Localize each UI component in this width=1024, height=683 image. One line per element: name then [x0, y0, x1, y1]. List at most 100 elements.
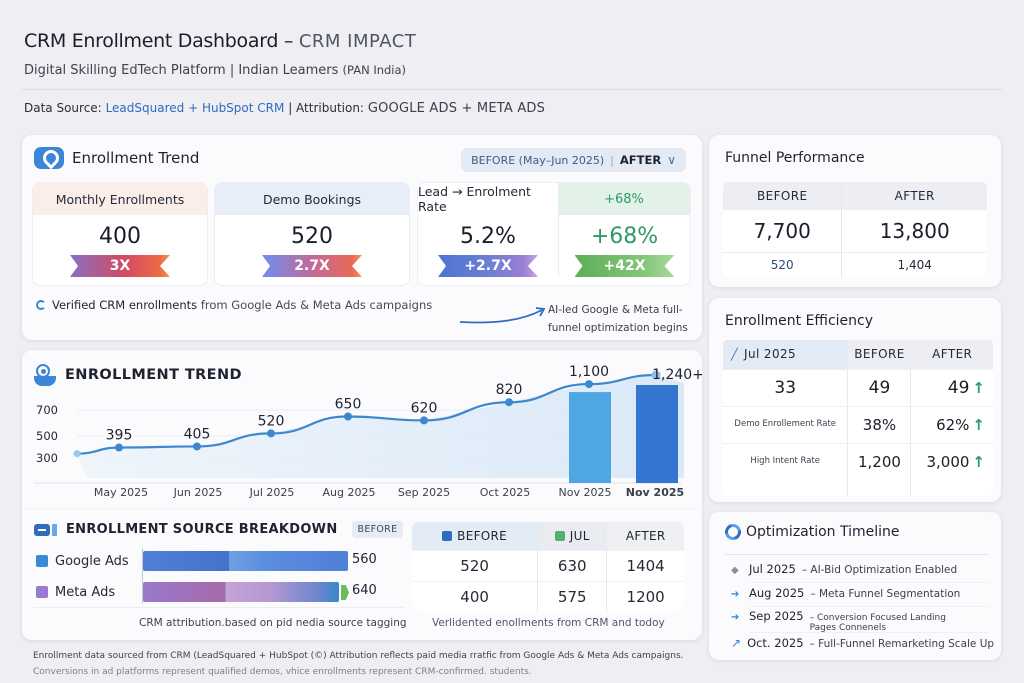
after-cell: 49 ↑ — [910, 368, 993, 406]
timeline-date: Oct. 2025 — [747, 636, 804, 650]
trend-chart-header: ENROLLMENT TREND — [34, 364, 242, 386]
kpi-value: 400 — [99, 224, 141, 249]
footer-notes: Enrollment data sourced from CRM (LeadSq… — [33, 648, 684, 680]
col-header-label: BEFORE — [457, 528, 508, 543]
trend-point — [115, 443, 123, 452]
chevron-down-icon[interactable]: ∨ — [667, 153, 676, 167]
timeline-text: – Meta Funnel Segmentation — [810, 588, 961, 600]
data-label: 820 — [496, 382, 523, 398]
timeline-header: Optimization Timeline — [722, 521, 900, 543]
kpi-value: 520 — [291, 224, 333, 249]
y-tick-label: 500 — [36, 429, 58, 443]
kpi-multiplier-badge: 2.7X — [262, 255, 362, 277]
source-label: Data Source: — [24, 101, 102, 115]
table-row: 520 1,404 — [723, 251, 987, 277]
col-header-month: ╱ Jul 2025 — [723, 340, 848, 369]
funnel-after-leads: 13,800 — [841, 210, 987, 252]
comparison-note: Verlidented enollments from CRM and todo… — [432, 617, 665, 629]
timeline-separator — [749, 582, 989, 583]
enrollment-trend-chart: 300 500 700 395 405 520 650 620 820 1,100 1,240+ Ma… — [34, 364, 702, 499]
arrow-right-icon: ➔ — [731, 612, 740, 623]
source-divider — [34, 607, 404, 608]
trend-chart-title: ENROLLMENT TREND — [65, 367, 242, 383]
data-label: 650 — [335, 397, 362, 413]
table-row: High Intent Rate 1,200 3,000 ↑ — [723, 442, 993, 480]
trend-point — [344, 412, 352, 421]
x-tick-label: Nov 2025 — [559, 486, 612, 499]
after-value: 62% — [936, 415, 970, 434]
trend-area — [77, 375, 684, 478]
col-header-jul[interactable]: JUL — [537, 522, 607, 550]
x-tick-label: Sep 2025 — [398, 486, 450, 499]
page-title-accent: CRM IMPACT — [298, 31, 417, 52]
toggle-before-label[interactable]: BEFORE (May–Jun 2025) — [471, 153, 605, 167]
timeline-item[interactable]: ↗ Oct. 2025 – Full-Funnel Remarketing Sc… — [731, 636, 994, 650]
page-title: CRM Enrollment Dashboard – CRM IMPACT — [24, 30, 416, 52]
funnel-title: Funnel Performance — [725, 150, 865, 166]
trend-bar — [636, 385, 678, 483]
x-tick-label: May 2025 — [94, 486, 148, 499]
col-header-before[interactable]: BEFORE — [412, 522, 538, 550]
bullet-icon: ◆ — [731, 565, 739, 576]
before-value: 1,200 — [847, 442, 911, 480]
subtitle-main: Digital Skilling EdTech Platform | India… — [24, 63, 339, 78]
enrollment-trend-chart-card: ENROLLMENT TREND 300 500 700 395 405 520 650 62… — [22, 350, 702, 510]
row-label: Demo Enrollement Rate — [723, 405, 848, 443]
verified-note-bold: Verified CRM enrollments — [52, 298, 198, 312]
data-source-line: Data Source: LeadSquared + HubSpot CRM |… — [24, 101, 545, 116]
funnel-header-before: BEFORE — [723, 182, 842, 210]
data-label: 1,240+ — [652, 367, 702, 383]
table-row: 520 630 1404 — [412, 549, 684, 581]
source-legend-meta: Meta Ads — [36, 581, 145, 603]
source-link[interactable]: LeadSquared + HubSpot CRM — [105, 101, 285, 115]
timeline-item[interactable]: ➔ Sep 2025 – Conversion Focused Landing … — [731, 609, 991, 633]
verified-note: Verified CRM enrollments from Google Ads… — [36, 298, 432, 312]
col-header-after: AFTER — [910, 340, 993, 369]
toggle-after-label[interactable]: AFTER — [619, 153, 662, 167]
attribution-label: | Attribution: — [288, 101, 364, 115]
period-toggle-dropdown[interactable]: BEFORE (May–Jun 2025) | AFTER ∨ — [461, 148, 686, 172]
toggle-panel-icon — [34, 523, 58, 536]
row-label: 33 — [723, 368, 848, 406]
kpi-label: Monthly Enrollments — [33, 183, 207, 215]
efficiency-table: ╱ Jul 2025 BEFORE AFTER 33 49 49 ↑ Demo En… — [723, 340, 993, 496]
funnel-table: BEFORE AFTER 7,700 13,800 520 1,404 — [723, 182, 987, 277]
table-cell: 400 — [412, 580, 538, 612]
meta-ads-swatch — [36, 586, 48, 598]
google-ads-bar[interactable] — [143, 551, 348, 571]
timeline-text: – Full-Funnel Remarketing Scale Up — [809, 638, 995, 650]
row-label: High Intent Rate — [723, 442, 848, 480]
toggle-separator: | — [610, 153, 614, 167]
google-ads-swatch — [36, 555, 48, 567]
attribution-value: GOOGLE ADS + META ADS — [367, 101, 546, 116]
bar-end-marker — [341, 585, 349, 600]
table-row: 400 575 1200 — [412, 580, 684, 612]
arrow-right-icon: ➔ — [731, 589, 740, 600]
x-tick-label: Oct 2025 — [480, 486, 531, 499]
meta-ads-bar[interactable] — [143, 582, 339, 602]
x-tick-label: Jul 2025 — [249, 486, 295, 499]
source-title: ENROLLMENT SOURCE BREAKDOWN — [66, 522, 338, 537]
col-header-label: JUL — [569, 528, 590, 543]
arrow-up-icon: ↑ — [972, 378, 985, 397]
timeline-item[interactable]: ◆ Jul 2025 – AI-Bid Optimization Enabled — [731, 562, 991, 576]
source-name: Google Ads — [55, 553, 129, 569]
timeline-item[interactable]: ➔ Aug 2025 – Meta Funnel Segmentation — [731, 586, 991, 600]
kpi-label: Demo Bookings — [215, 183, 409, 215]
timeline-text: – AI-Bid Optimization Enabled — [801, 564, 958, 576]
source-legend-google: Google Ads — [36, 550, 145, 572]
footer-line-2: Conversions in ad platforms represent qu… — [33, 667, 532, 677]
timeline-text: – Conversion Focused Landing Pages Conne… — [809, 613, 946, 633]
page-title-main: CRM Enrollment Dashboard – — [24, 30, 294, 52]
kpi-change-badge: +42X — [574, 255, 675, 277]
source-name: Meta Ads — [55, 584, 116, 600]
arrow-up-right-icon: ↗ — [731, 636, 742, 650]
kpi-label-change: +68% — [558, 183, 690, 215]
col-header-after[interactable]: AFTER — [606, 522, 684, 550]
table-cell: 630 — [537, 549, 607, 581]
data-label: 405 — [184, 426, 211, 442]
table-cell: 575 — [537, 580, 607, 612]
timeline-separator — [749, 632, 989, 633]
enrollment-kpi-card: Enrollment Trend BEFORE (May–Jun 2025) |… — [22, 135, 702, 340]
x-tick-label: Aug 2025 — [323, 486, 376, 499]
